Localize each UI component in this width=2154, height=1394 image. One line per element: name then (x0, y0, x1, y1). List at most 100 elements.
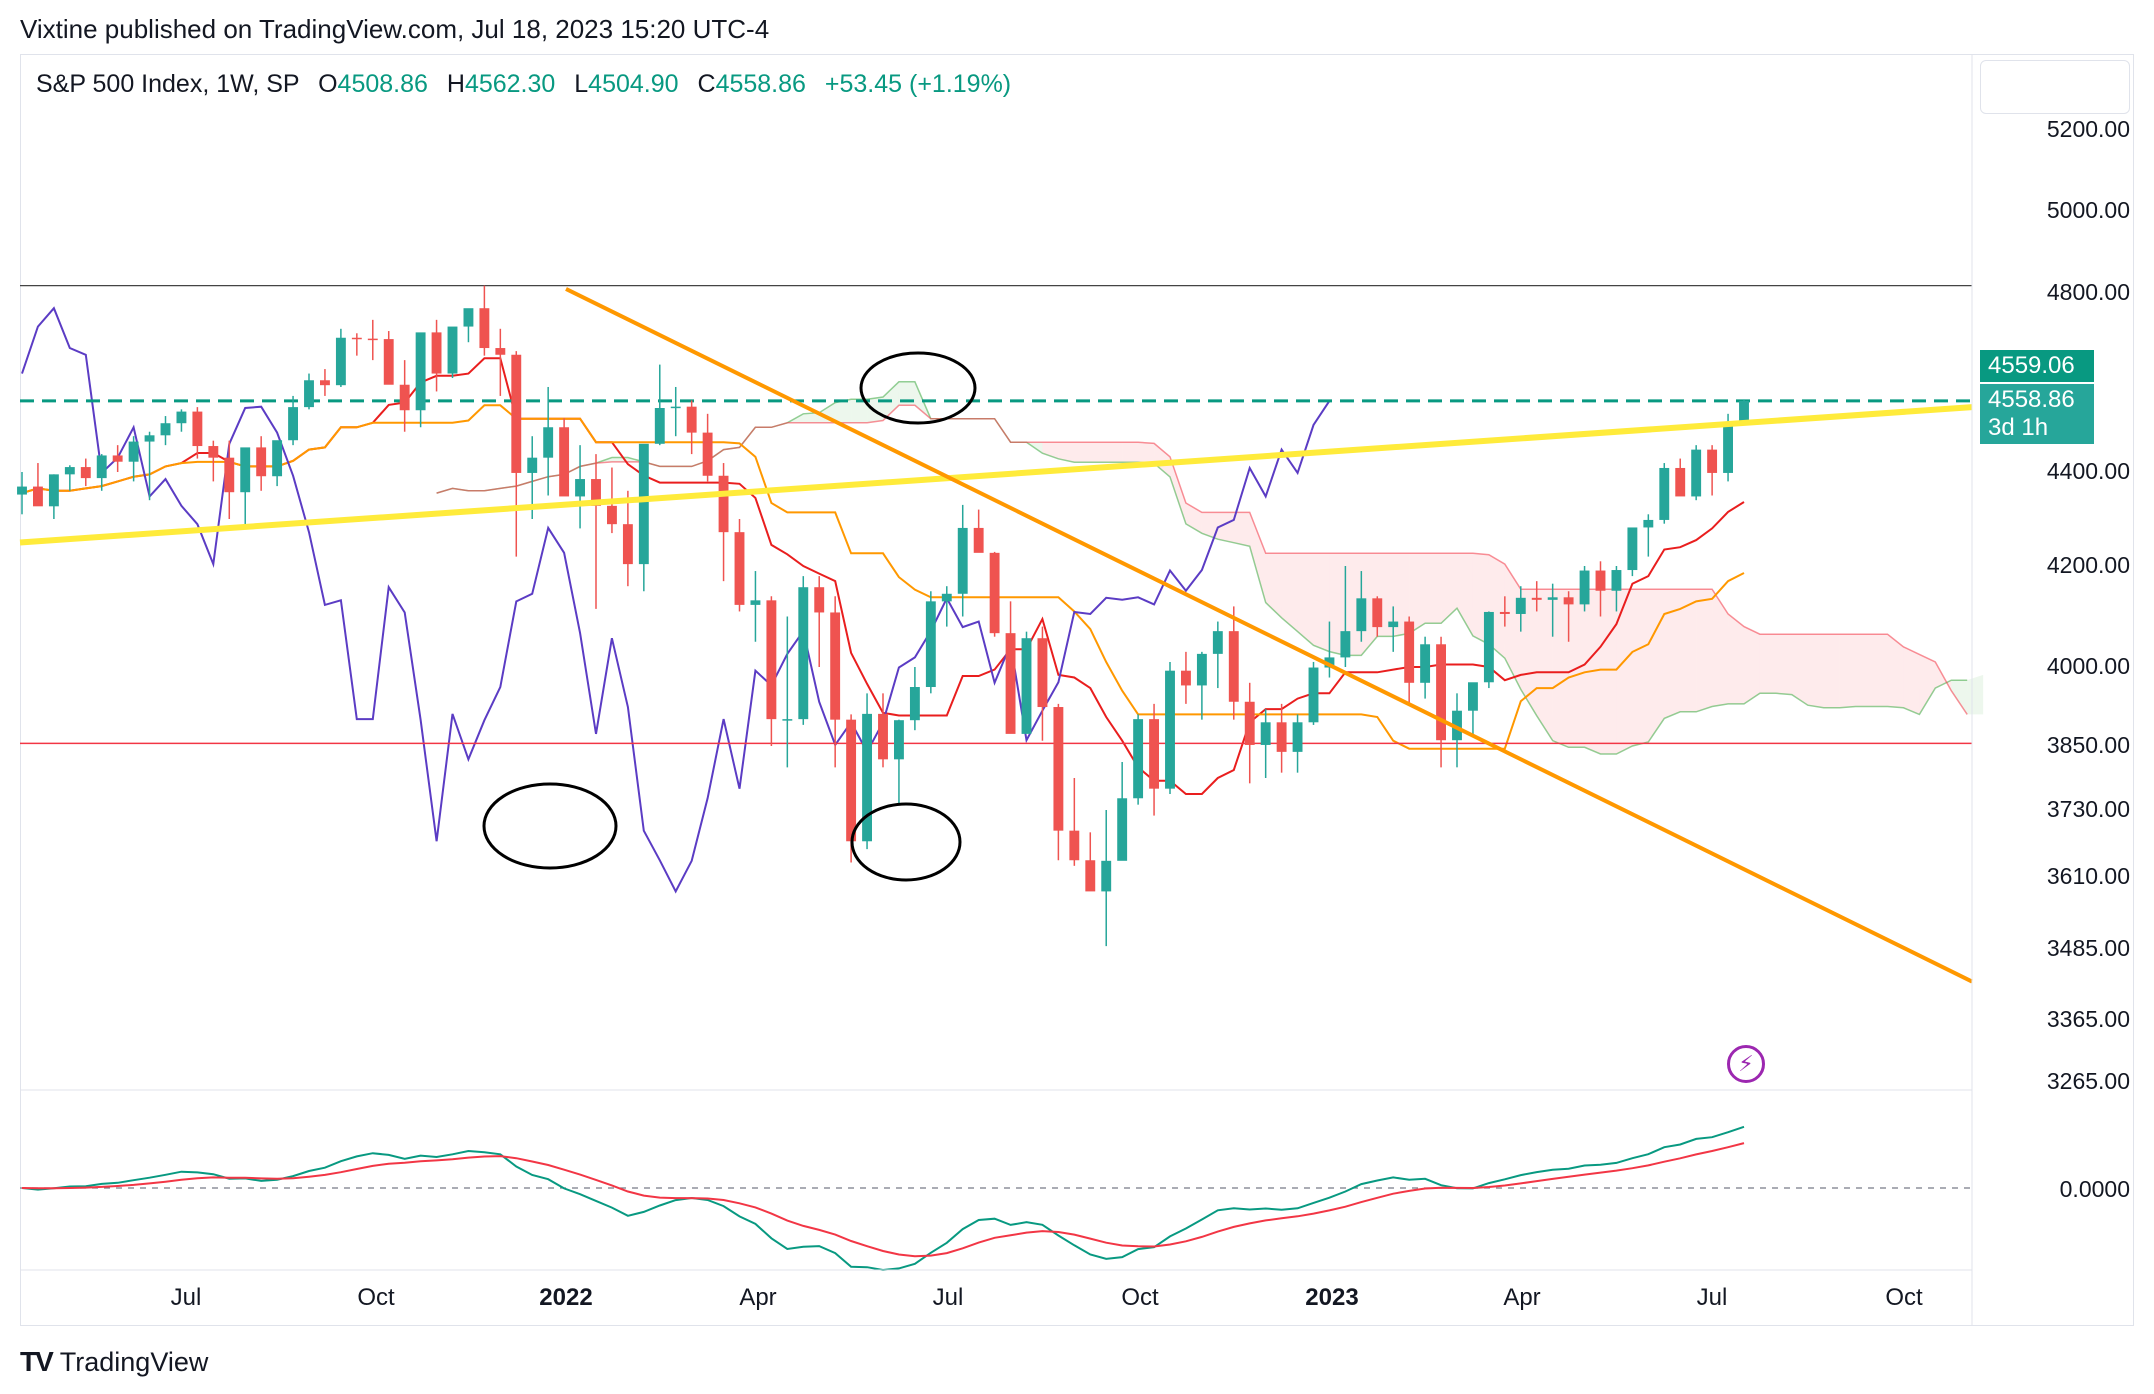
candle-body (256, 447, 267, 477)
cloud-segment (1664, 589, 1681, 719)
cloud-segment (1536, 589, 1553, 741)
candle-body (1053, 707, 1064, 831)
candle-body (1531, 597, 1542, 600)
candle-body (1579, 570, 1590, 605)
candle-body (511, 354, 522, 473)
candle-body (1133, 719, 1144, 799)
candle-body (208, 446, 219, 458)
cloud-segment (1249, 512, 1266, 603)
oscillator-zero-label: 0.0000 (2059, 1176, 2130, 1202)
price-axis-label: 3610.00 (2046, 863, 2130, 889)
candle-body (670, 406, 681, 409)
cloud-segment (1616, 589, 1633, 754)
tradingview-logo-icon: TV (20, 1346, 54, 1377)
time-axis-label: Oct (1885, 1284, 1923, 1311)
candle-body (1404, 621, 1415, 683)
candle-body (559, 427, 570, 497)
symbol-name: S&P 500 Index, 1W, SP (36, 70, 300, 98)
cloud-segment (1744, 626, 1760, 704)
candle-body (1244, 701, 1255, 745)
scale-settings-box[interactable] (1980, 60, 2130, 114)
hand-drawn-circle (859, 351, 977, 425)
chart-frame (20, 54, 2134, 1326)
cloud-segment (1839, 634, 1856, 708)
close-label: C (697, 70, 716, 98)
candle-body (1499, 611, 1510, 614)
tradingview-brand[interactable]: TV TradingView (20, 1346, 208, 1378)
candle-body (654, 408, 665, 444)
yellow-trendline (19, 404, 1973, 546)
candle-body (702, 432, 713, 476)
time-axis-label: Apr (1503, 1284, 1541, 1311)
cloud-segment (1457, 553, 1473, 636)
candle-body (1723, 425, 1733, 473)
time-axis-label: 2023 (1305, 1284, 1359, 1311)
price-axis-label: 3365.00 (2046, 1006, 2130, 1032)
candle-body (1037, 638, 1048, 708)
cloud-segment (1807, 634, 1824, 708)
candle-body (1627, 527, 1638, 571)
candle-body (479, 308, 490, 349)
candle-body (734, 532, 745, 605)
candle-body (607, 505, 617, 525)
candle-body (973, 527, 984, 553)
candle-body (335, 337, 346, 386)
cloud-segment (1233, 512, 1250, 547)
time-axis-label: Jul (170, 1284, 202, 1311)
cloud-segment (1712, 589, 1729, 707)
candle-body (1228, 631, 1239, 702)
price-axis-label: 5000.00 (2046, 197, 2130, 223)
candle-body (575, 479, 585, 497)
cloud-segment (1680, 589, 1697, 712)
cloud-segment (1122, 442, 1139, 463)
candle-body (527, 457, 538, 473)
candle-body (1643, 519, 1654, 528)
publisher-line: Vixtine published on TradingView.com, Ju… (20, 14, 770, 44)
symbol-legend: S&P 500 Index, 1W, SP O4508.86 H4562.30 … (36, 70, 1011, 99)
cloud-segment (1090, 442, 1107, 463)
cloud-segment (1648, 589, 1665, 743)
candle-body (224, 457, 235, 493)
cloud-segment (1887, 634, 1904, 708)
cloud-segment (1393, 553, 1410, 637)
cloud-segment (1775, 634, 1792, 695)
candle-body (1452, 710, 1462, 741)
candle-body (1021, 638, 1032, 734)
candle-body (1260, 722, 1271, 745)
candle-body (1388, 621, 1399, 628)
time-axis-label: Oct (357, 1284, 395, 1311)
candle-body (320, 380, 330, 386)
cloud-segment (1967, 674, 1984, 715)
cloud-segment (1217, 512, 1234, 543)
cloud-segment (1903, 646, 1920, 715)
cloud-segment (1106, 442, 1123, 463)
time-axis-label: Apr (739, 1284, 777, 1311)
candle-body (957, 527, 968, 594)
candle-body (1149, 719, 1159, 789)
candle-body (383, 339, 394, 385)
candle-body (1101, 860, 1112, 892)
leading-span-b (436, 404, 1968, 715)
cloud-segment (1520, 589, 1537, 716)
candle-body (128, 441, 139, 462)
cloud-segment (1951, 680, 1968, 715)
candle-body (750, 600, 761, 605)
candle-body (1117, 798, 1128, 861)
lightning-icon[interactable]: ⚡ (1727, 1045, 1765, 1083)
candle-body (1181, 670, 1191, 686)
candle-body (33, 486, 43, 507)
close-value: 4558.86 (715, 70, 806, 98)
candle-body (495, 348, 506, 355)
candle-body (941, 593, 952, 602)
cloud-segment (1154, 443, 1170, 477)
lagging-span (21, 306, 1331, 894)
bar-countdown: 3d 1h (1988, 414, 2049, 441)
open-value: 4508.86 (337, 70, 428, 98)
candle-body (862, 713, 872, 842)
cloud-segment (1074, 442, 1091, 463)
cloud-segment (1265, 553, 1282, 618)
candle-body (1069, 830, 1080, 861)
candle-body (240, 447, 251, 493)
cloud-segment (1632, 589, 1649, 746)
